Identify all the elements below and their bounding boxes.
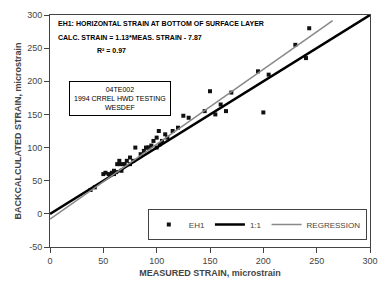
svg-text:1:1: 1:1 — [250, 221, 262, 230]
svg-text:50: 50 — [32, 176, 42, 186]
svg-text:EH1: EH1 — [189, 221, 205, 230]
svg-text:50: 50 — [98, 256, 108, 266]
svg-text:CALC. STRAIN = 1.13*MEAS. STRA: CALC. STRAIN = 1.13*MEAS. STRAIN - 7.87 — [58, 34, 202, 41]
svg-text:-50: -50 — [29, 242, 42, 252]
svg-text:0: 0 — [47, 256, 52, 266]
svg-text:100: 100 — [27, 143, 42, 153]
svg-text:250: 250 — [309, 256, 324, 266]
svg-text:EH1: HORIZONTAL STRAIN AT BOTT: EH1: HORIZONTAL STRAIN AT BOTTOM OF SURF… — [58, 20, 264, 27]
svg-text:0: 0 — [37, 209, 42, 219]
svg-text:REGRESSION: REGRESSION — [307, 221, 361, 230]
svg-text:300: 300 — [27, 10, 42, 20]
svg-text:R² = 0.97: R² = 0.97 — [97, 47, 126, 54]
svg-text:04TE0021994 CRREL HWD TESTINGW: 04TE0021994 CRREL HWD TESTINGWESDEF — [74, 86, 166, 111]
svg-text:BACKCALCULATED STRAIN, microst: BACKCALCULATED STRAIN, microstrain — [13, 43, 23, 220]
svg-text:MEASURED STRAIN, microstrain: MEASURED STRAIN, microstrain — [139, 268, 281, 278]
svg-text:250: 250 — [27, 43, 42, 53]
svg-text:100: 100 — [149, 256, 164, 266]
svg-text:300: 300 — [362, 256, 377, 266]
svg-text:200: 200 — [27, 76, 42, 86]
svg-text:200: 200 — [256, 256, 271, 266]
svg-text:150: 150 — [27, 110, 42, 120]
svg-text:150: 150 — [202, 256, 217, 266]
